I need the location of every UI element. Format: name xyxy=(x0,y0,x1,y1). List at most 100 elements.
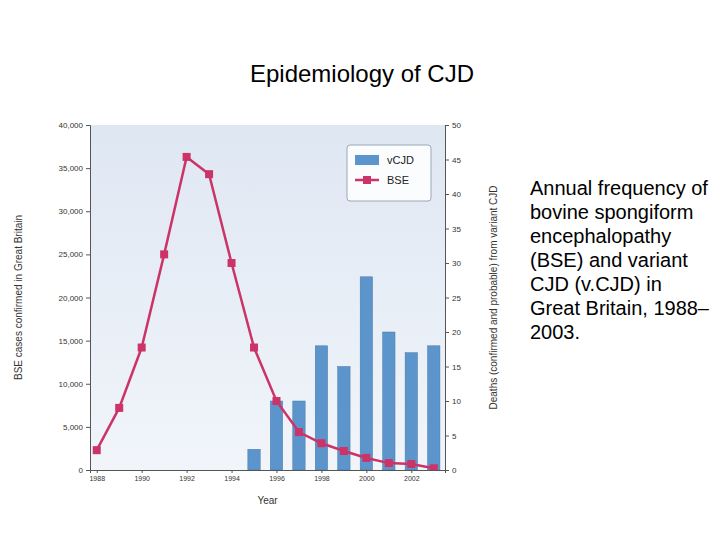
marker xyxy=(272,397,280,405)
marker xyxy=(93,446,101,454)
bar xyxy=(270,401,282,470)
y2-axis: 0 5 10 15 20 25 30 35 40 45 50 xyxy=(445,121,461,475)
tick: 20,000 xyxy=(59,294,90,303)
marker xyxy=(362,454,370,462)
tick-mark xyxy=(86,125,90,126)
tick: 45 xyxy=(445,156,461,165)
tick-mark xyxy=(366,470,367,473)
marker xyxy=(115,404,123,412)
legend-box xyxy=(347,145,431,201)
tick-mark xyxy=(445,194,449,195)
tick-label: 35 xyxy=(452,225,461,234)
tick: 10 xyxy=(445,397,461,406)
tick: 30 xyxy=(445,259,461,268)
tick-mark xyxy=(445,470,449,471)
legend-label: BSE xyxy=(387,174,409,186)
tick-label: 2000 xyxy=(359,475,375,482)
tick-mark xyxy=(445,401,449,402)
tick-label: 30 xyxy=(452,259,461,268)
legend-entry: vCJD xyxy=(355,154,414,166)
bar xyxy=(248,449,260,470)
tick: 0 xyxy=(79,466,90,475)
marker xyxy=(295,428,303,436)
tick: 15,000 xyxy=(59,337,90,346)
tick-label: 10,000 xyxy=(59,380,84,389)
tick-label: 5,000 xyxy=(63,423,84,432)
tick-label: 1992 xyxy=(179,475,195,482)
tick-label: 25 xyxy=(452,294,461,303)
legend-swatch xyxy=(355,155,379,165)
tick-mark xyxy=(86,341,90,342)
tick-mark xyxy=(86,384,90,385)
tick-label: 40,000 xyxy=(59,121,84,130)
tick-mark xyxy=(445,436,449,437)
bar xyxy=(315,346,327,470)
tick: 10,000 xyxy=(59,380,90,389)
tick: 20 xyxy=(445,328,461,337)
tick-label: 0 xyxy=(452,466,457,475)
bar xyxy=(383,332,395,470)
tick-mark xyxy=(97,470,98,473)
tick: 1990 xyxy=(134,470,150,482)
tick-mark xyxy=(187,470,188,473)
tick: 1988 xyxy=(89,470,105,482)
bar-series xyxy=(248,277,440,470)
tick: 1996 xyxy=(269,470,285,482)
tick: 2000 xyxy=(359,470,375,482)
marker xyxy=(228,259,236,267)
tick-label: 30,000 xyxy=(59,207,84,216)
tick-label: 1988 xyxy=(89,475,105,482)
marker xyxy=(205,170,213,178)
tick-label: 10 xyxy=(452,397,461,406)
bar xyxy=(428,346,440,470)
line xyxy=(97,157,434,468)
marker xyxy=(160,250,168,258)
tick-mark xyxy=(276,470,277,473)
marker xyxy=(340,447,348,455)
x-axis-title: Year xyxy=(257,495,278,506)
marker xyxy=(385,459,393,467)
axis-line xyxy=(91,471,446,474)
marker xyxy=(407,460,415,468)
title: Epidemiology of CJD xyxy=(250,60,474,87)
tick-mark xyxy=(86,211,90,212)
tick: 35,000 xyxy=(59,164,90,173)
tick-mark xyxy=(411,470,412,473)
tick-label: 1996 xyxy=(269,475,285,482)
tick-label: 20,000 xyxy=(59,294,84,303)
tick-label: 15,000 xyxy=(59,337,84,346)
tick: 40 xyxy=(445,190,461,199)
tick-mark xyxy=(445,367,449,368)
tick-mark xyxy=(445,263,449,264)
tick-label: 1990 xyxy=(134,475,150,482)
tick-mark xyxy=(445,125,449,126)
tick-mark xyxy=(232,470,233,473)
tick-label: 15 xyxy=(452,363,461,372)
tick-label: 50 xyxy=(452,121,461,130)
tick: 30,000 xyxy=(59,207,90,216)
tick-mark xyxy=(86,168,90,169)
tick-mark xyxy=(142,470,143,473)
tick-label: 35,000 xyxy=(59,164,84,173)
tick: 40,000 xyxy=(59,121,90,130)
tick-mark xyxy=(445,229,449,230)
tick-mark xyxy=(445,160,449,161)
tick: 5 xyxy=(445,432,457,441)
y-axis-title: BSE cases confirmed in Great Britain xyxy=(13,215,24,380)
x-axis: 19881990199219941996199820002002 xyxy=(89,470,445,482)
axis-line xyxy=(86,126,91,471)
tick: 15 xyxy=(445,363,461,372)
tick: 25 xyxy=(445,294,461,303)
axis-line xyxy=(446,126,450,471)
tick-label: 45 xyxy=(452,156,461,165)
tick-label: 2002 xyxy=(404,475,420,482)
tick-label: 0 xyxy=(79,466,84,475)
marker xyxy=(430,464,438,470)
tick: 1998 xyxy=(314,470,330,482)
tick-mark xyxy=(86,298,90,299)
tick-label: 5 xyxy=(452,432,457,441)
marker xyxy=(138,344,146,352)
tick-mark xyxy=(86,254,90,255)
legend: vCJD BSE xyxy=(347,145,431,201)
tick: 2002 xyxy=(404,470,420,482)
